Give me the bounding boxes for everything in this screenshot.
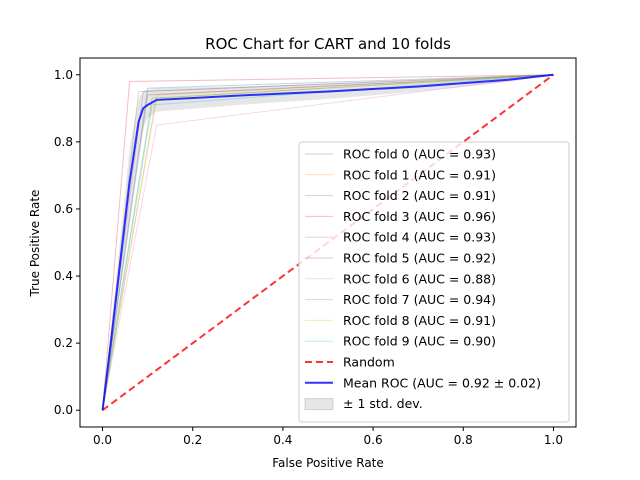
y-axis-label: True Positive Rate [28,190,42,298]
x-tick-label: 0.8 [454,433,473,447]
legend-label: ROC fold 5 (AUC = 0.92) [343,251,496,266]
legend-label: ROC fold 6 (AUC = 0.88) [343,271,496,286]
legend-label: Random [343,355,395,370]
y-tick-label: 0.2 [54,336,73,350]
y-tick-label: 0.6 [54,202,73,216]
y-tick-label: 0.0 [54,403,73,417]
x-axis: 0.0 0.2 0.4 0.6 0.8 1.0 [93,427,563,447]
legend-label: ROC fold 4 (AUC = 0.93) [343,230,496,245]
plot-area [101,73,555,412]
x-tick-label: 0.6 [364,433,383,447]
roc-fold-1-line [102,74,554,411]
y-tick-label: 0.8 [54,135,73,149]
legend-label: ROC fold 1 (AUC = 0.91) [343,167,496,182]
roc-fold-5-line [102,74,554,411]
x-tick-label: 0.4 [273,433,292,447]
roc-fold-3-line [102,74,554,411]
legend-label: Mean ROC (AUC = 0.92 ± 0.02) [343,375,541,390]
std-dev-band [102,74,554,411]
legend-label: ROC fold 7 (AUC = 0.94) [343,292,496,307]
chart-title: ROC Chart for CART and 10 folds [205,35,451,53]
legend-label: ROC fold 3 (AUC = 0.96) [343,209,496,224]
mean-roc-line [101,73,554,411]
x-axis-label: False Positive Rate [272,456,384,470]
roc-fold-0-line [102,74,554,411]
legend: ROC fold 0 (AUC = 0.93) ROC fold 1 (AUC =… [298,141,570,423]
legend-label: ROC fold 8 (AUC = 0.91) [343,313,496,328]
roc-fold-6-line [102,74,554,411]
legend-label: ± 1 std. dev. [343,396,423,411]
legend-label: ROC fold 0 (AUC = 0.93) [343,147,496,162]
y-tick-label: 1.0 [54,68,73,82]
y-tick-label: 0.4 [54,269,73,283]
x-tick-label: 0.2 [183,433,202,447]
roc-fold-9-line [102,74,554,411]
legend-label: ROC fold 2 (AUC = 0.91) [343,188,496,203]
legend-label: ROC fold 9 (AUC = 0.90) [343,334,496,349]
roc-fold-8-line [102,74,554,411]
roc-fold-2-line [102,74,554,411]
x-tick-label: 0.0 [93,433,112,447]
axes-frame [79,57,577,428]
x-tick-label: 1.0 [544,433,563,447]
legend-swatch-std-dev [304,398,334,411]
y-axis: 0.0 0.2 0.4 0.6 0.8 1.0 [54,68,80,417]
legend-box [298,141,570,423]
